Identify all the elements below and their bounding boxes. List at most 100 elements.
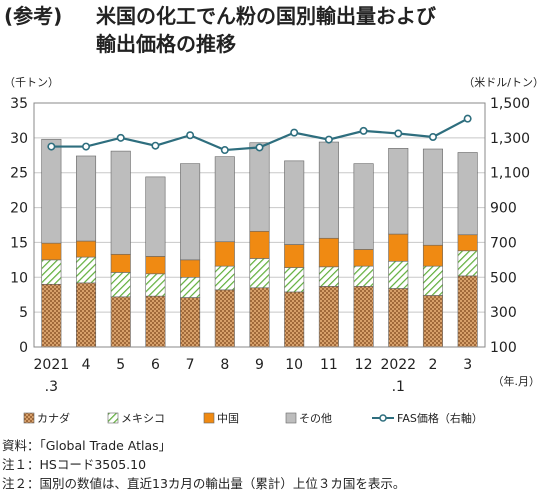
y2-tick-label: 300 xyxy=(490,305,517,321)
title-tag: (参考) xyxy=(4,4,63,28)
y-tick-label: 10 xyxy=(10,270,28,286)
x-tick-label: 9 xyxy=(255,357,264,373)
x-tick-label: 2021 xyxy=(34,357,70,373)
bar-segment xyxy=(145,273,166,297)
x-tick-label: 11 xyxy=(320,357,338,373)
bar-segment xyxy=(180,259,201,278)
bar-segment xyxy=(76,240,97,258)
bar-segment xyxy=(388,288,409,348)
bar-segment xyxy=(145,256,166,275)
legend-swatch xyxy=(285,412,297,424)
y-tick-label: 15 xyxy=(10,235,28,251)
bar-segment xyxy=(457,250,478,277)
bar-segment xyxy=(353,249,374,267)
bar-segment xyxy=(180,297,201,348)
y-tick-label: 20 xyxy=(10,201,28,217)
bar-segment xyxy=(422,148,443,246)
legend-swatch xyxy=(203,412,215,424)
bar-segment xyxy=(76,256,97,284)
fas-price-point xyxy=(220,146,229,155)
bar-segment xyxy=(110,272,131,298)
bar-segment xyxy=(41,283,62,348)
bar-segment xyxy=(457,275,478,348)
bar-segment xyxy=(318,286,339,348)
x-tick-label: 3 xyxy=(463,357,472,373)
x-tick-label: 7 xyxy=(186,357,195,373)
bar-segment xyxy=(388,233,409,262)
right-axis-unit: （米ドル/トン） xyxy=(463,76,544,89)
bar-segment xyxy=(318,266,339,287)
y-tick-label: 25 xyxy=(10,166,28,182)
bar-segment xyxy=(388,260,409,289)
note-1: 注１：HSコード3505.10 xyxy=(2,457,147,472)
y2-tick-label: 1,500 xyxy=(490,96,530,112)
x-tick-label: .1 xyxy=(392,379,405,395)
fas-price-point xyxy=(463,114,472,123)
chart-area: 051015202530351003005007009001,1001,3001… xyxy=(4,76,544,425)
bar-segment xyxy=(249,258,270,289)
fas-price-point xyxy=(290,128,299,137)
x-tick-label: 5 xyxy=(116,357,125,373)
x-tick-label: .3 xyxy=(45,379,58,395)
source-note: 資料：「Global Trade Atlas」 xyxy=(2,438,172,453)
bar-segment xyxy=(214,241,235,267)
bar-segment xyxy=(145,176,166,257)
y2-tick-label: 700 xyxy=(490,235,517,251)
legend-label: FAS価格（右軸） xyxy=(397,411,483,425)
bar-segment xyxy=(249,230,270,259)
bar-segment xyxy=(422,295,443,348)
bar-segment xyxy=(180,276,201,298)
plot-frame xyxy=(33,102,486,348)
y2-tick-label: 1,300 xyxy=(490,131,530,147)
y-tick-label: 35 xyxy=(10,96,28,112)
bar-segment xyxy=(353,286,374,348)
x-tick-label: 6 xyxy=(151,357,160,373)
y2-tick-label: 900 xyxy=(490,201,517,217)
x-tick-label: 12 xyxy=(355,357,373,373)
fas-price-point xyxy=(359,126,368,135)
title-line-1: 米国の化工でん粉の国別輸出量および xyxy=(96,4,436,28)
legend-item: メキシコ xyxy=(107,412,165,425)
legend-item: その他 xyxy=(285,412,332,425)
legend-swatch xyxy=(23,412,35,424)
legend-label: その他 xyxy=(299,412,332,425)
fas-price-point xyxy=(255,143,264,152)
bar-segment xyxy=(214,156,235,243)
legend-label: カナダ xyxy=(37,411,70,425)
bar-segment xyxy=(284,291,305,348)
bar-segment xyxy=(180,163,201,261)
bar-segment xyxy=(353,163,374,250)
fas-price-point xyxy=(116,133,125,142)
bar-segment xyxy=(318,141,339,239)
fas-price-point xyxy=(186,131,195,140)
bar-segment xyxy=(284,244,305,268)
y2-tick-label: 1,100 xyxy=(490,166,530,182)
x-tick-label: 2022 xyxy=(380,357,416,373)
y-tick-label: 5 xyxy=(19,305,28,321)
fas-price-point xyxy=(82,142,91,151)
x-tick-label: 8 xyxy=(220,357,229,373)
y2-tick-label: 500 xyxy=(490,270,517,286)
fas-price-point xyxy=(324,135,333,144)
bar-segment xyxy=(284,160,305,245)
legend-marker xyxy=(379,414,387,422)
x-axis-unit: （年.月） xyxy=(493,374,541,388)
bar-segment xyxy=(76,155,97,242)
chart-title: (参考) 米国の化工でん粉の国別輸出量および 輸出価格の推移 xyxy=(4,2,544,58)
bar-segment xyxy=(457,234,478,252)
left-axis-unit: （千トン） xyxy=(4,76,59,89)
fas-price-point xyxy=(394,129,403,138)
bar-segment xyxy=(110,150,131,255)
fas-price-point xyxy=(151,141,160,150)
legend-swatch xyxy=(107,412,119,424)
bar-segment xyxy=(110,253,131,273)
legend-item: カナダ xyxy=(23,411,70,425)
bar-segment xyxy=(249,287,270,348)
legend-label: 中国 xyxy=(217,412,239,425)
bar-segment xyxy=(110,296,131,348)
fas-price-point xyxy=(47,142,56,151)
bar-segment xyxy=(422,265,443,296)
bar-segment xyxy=(41,242,62,261)
bar-segment xyxy=(284,267,305,293)
bar-segment xyxy=(388,148,409,235)
